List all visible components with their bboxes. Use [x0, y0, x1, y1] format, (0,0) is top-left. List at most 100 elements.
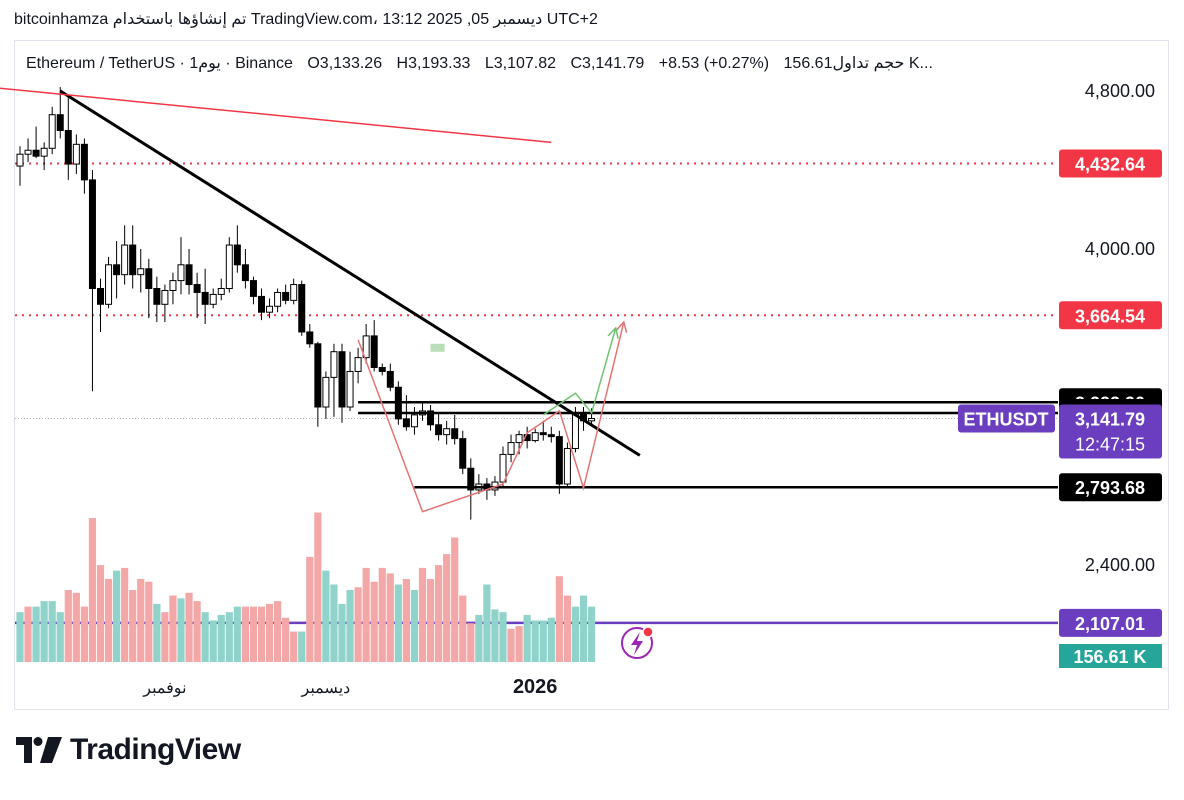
candle: [233, 244, 241, 266]
volume-bar: [467, 623, 475, 662]
candle: [507, 442, 515, 455]
resistance-red-1-label: 4,432.64: [1075, 155, 1145, 175]
candle: [298, 284, 306, 333]
volume-bar: [96, 565, 105, 662]
volume-bar: [153, 603, 161, 662]
candle: [362, 335, 370, 359]
volume-bar: [249, 606, 258, 662]
candle: [153, 288, 161, 305]
volume-bar: [298, 631, 306, 662]
projection-red-path-arrow: [615, 320, 628, 333]
volume-bar: [193, 601, 201, 662]
ticker-box: [958, 404, 1055, 433]
volume-bar: [346, 590, 354, 662]
x-tick-label: نوفمبر: [142, 680, 186, 697]
volume-bar: [338, 603, 346, 662]
volume-bar: [330, 584, 338, 662]
ohlc-high: H3,193.33: [396, 55, 471, 72]
candle: [97, 288, 104, 305]
brand-logo[interactable]: TradingView: [16, 733, 241, 767]
volume-bar: [282, 617, 290, 662]
volume-bar: [274, 601, 282, 662]
volume-bar: [426, 578, 435, 662]
candle: [499, 453, 507, 483]
candle: [402, 418, 410, 428]
volume-bar: [354, 587, 362, 662]
candle: [354, 357, 362, 372]
volume-bar: [72, 592, 80, 662]
candle: [161, 289, 169, 305]
volume-bar: [515, 626, 523, 662]
support-purple-box: [1059, 608, 1162, 637]
projection-green-path: [542, 327, 617, 416]
candle: [185, 264, 193, 286]
volume-bar: [547, 617, 555, 662]
volume-bar: [257, 606, 266, 662]
alert-badge[interactable]: [621, 626, 654, 659]
volume-bar: [459, 595, 467, 662]
ohlc-open: O3,133.26: [307, 55, 383, 72]
candle: [563, 447, 571, 485]
y-tick-label: 2,400.00: [1085, 555, 1155, 575]
candle: [121, 244, 129, 276]
notification-dot-icon: [642, 626, 654, 638]
level-lines: [15, 162, 1058, 625]
candle: [443, 428, 451, 436]
candle: [555, 436, 563, 485]
candle: [56, 114, 64, 131]
volume-bar: [40, 601, 48, 662]
price-axis: 4,800.00 4,000.00 2,400.00 4,432.64 3,664.54…: [958, 81, 1162, 668]
downtrend-black: [59, 89, 641, 457]
x-tick-label: ديسمبر: [301, 680, 351, 697]
volume-bar: [314, 512, 322, 662]
volume-bar: [225, 612, 233, 662]
candle: [515, 434, 523, 444]
volume-bar: [113, 570, 121, 662]
support-purple-label: 2,107.01: [1075, 614, 1145, 634]
marker-flag: [430, 343, 445, 352]
volume-bar: [531, 620, 539, 662]
volume-bar: [410, 590, 419, 662]
symbol-legend: Ethereum / TetherUS · 1يوم · Binance O3,…: [26, 53, 943, 73]
candle: [88, 179, 96, 289]
candle: [330, 351, 338, 378]
volume-value-label: 156.61 K: [1073, 647, 1146, 667]
candle: [539, 432, 547, 436]
candle: [386, 370, 394, 388]
candle: [113, 264, 121, 276]
symbol-name[interactable]: Ethereum / TetherUS · 1يوم · Binance: [26, 55, 293, 72]
y-tick-label: 4,800.00: [1085, 81, 1155, 101]
candle: [531, 432, 539, 442]
volume-bar: [579, 595, 588, 662]
projection-green-path-arrow: [607, 326, 619, 339]
volume-bar: [370, 581, 378, 662]
volume-bar: [56, 612, 64, 662]
volume-bar: [394, 584, 402, 662]
volume-bar: [88, 518, 97, 662]
volume-bar: [185, 592, 193, 662]
volume-bar: [362, 567, 370, 662]
candle: [274, 291, 282, 307]
candle: [72, 143, 80, 165]
candle: [378, 367, 386, 372]
candle: [217, 288, 225, 295]
ticker-label: ETHUSDT: [964, 409, 1049, 429]
candle: [241, 264, 249, 282]
resistance-red-2-label: 3,664.54: [1075, 306, 1145, 326]
volume-bar: [539, 620, 547, 662]
volume-bar: [24, 606, 32, 662]
volume-bar: [104, 578, 113, 662]
candle: [370, 335, 378, 368]
candle: [258, 295, 265, 313]
volume-bar: [177, 598, 185, 662]
candle: [177, 264, 185, 282]
volume-bar: [475, 614, 483, 662]
candle: [201, 291, 209, 305]
candle: [225, 244, 233, 290]
volume-bar: [290, 631, 298, 662]
chart-caption: bitcoinhamza تم إنشاؤها باستخدام Trading…: [14, 11, 598, 28]
volume-bar: [80, 606, 88, 662]
projection-red-path: [357, 321, 625, 513]
volume-bar: [32, 606, 40, 662]
